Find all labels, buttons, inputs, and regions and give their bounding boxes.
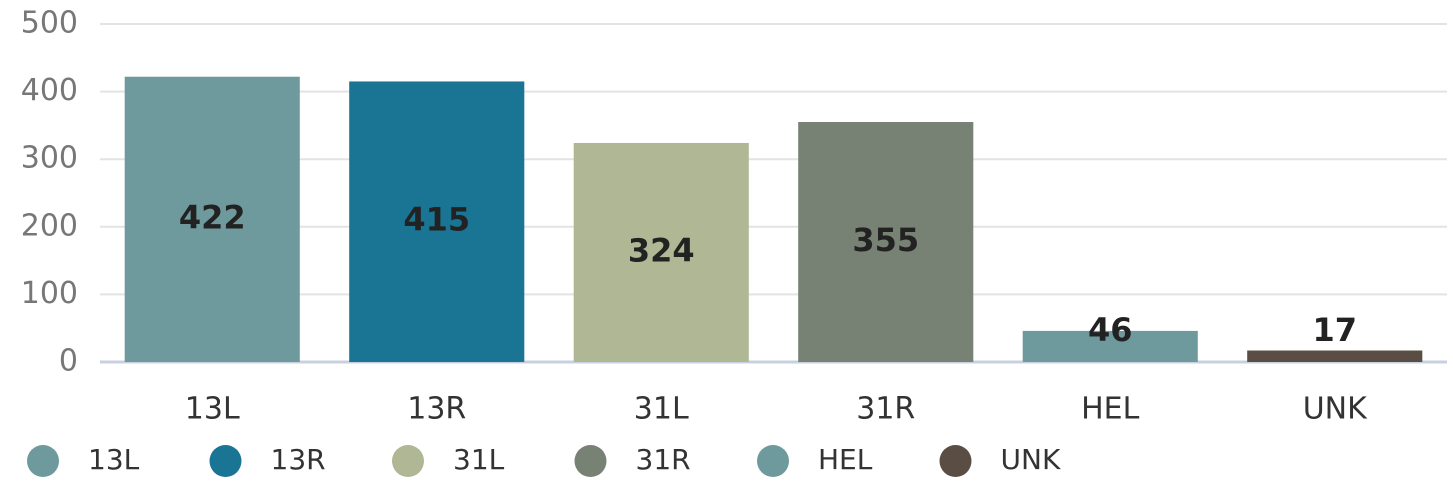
data-label: 422 (179, 198, 246, 236)
y-tick-label: 0 (59, 344, 78, 379)
legend-label: 13L (88, 443, 140, 476)
bar (1247, 350, 1423, 362)
x-tick-label: 31R (856, 392, 915, 427)
y-tick-label: 400 (21, 73, 78, 108)
data-label: 324 (628, 231, 695, 269)
legend-swatch (757, 445, 789, 477)
y-tick-label: 500 (21, 6, 78, 41)
legend-swatch (392, 445, 424, 477)
data-label: 415 (403, 201, 470, 239)
legend-swatch (574, 445, 607, 477)
x-tick-label: 13R (407, 392, 466, 427)
data-label: 17 (1312, 311, 1357, 349)
legend-swatch (939, 445, 972, 477)
x-tick-label: 13L (185, 392, 240, 427)
bar (124, 76, 300, 362)
x-tick-label: HEL (1081, 392, 1140, 427)
legend-label: 31L (453, 443, 505, 476)
legend-label: HEL (818, 443, 873, 476)
legend-swatch (27, 445, 59, 477)
bar (573, 142, 749, 362)
x-tick-label: 31L (634, 392, 689, 427)
legend-label: 31R (636, 443, 691, 476)
y-tick-label: 100 (21, 276, 78, 311)
x-tick-label: UNK (1303, 392, 1368, 427)
bar (798, 122, 974, 363)
data-label: 46 (1088, 311, 1133, 349)
data-label: 355 (852, 221, 919, 259)
bar (349, 81, 525, 363)
y-tick-label: 300 (21, 141, 78, 176)
legend-swatch (209, 445, 242, 477)
bar (1022, 330, 1198, 362)
legend-label: UNK (1001, 443, 1061, 476)
y-tick-label: 200 (21, 208, 78, 243)
legend-label: 13R (271, 443, 326, 476)
